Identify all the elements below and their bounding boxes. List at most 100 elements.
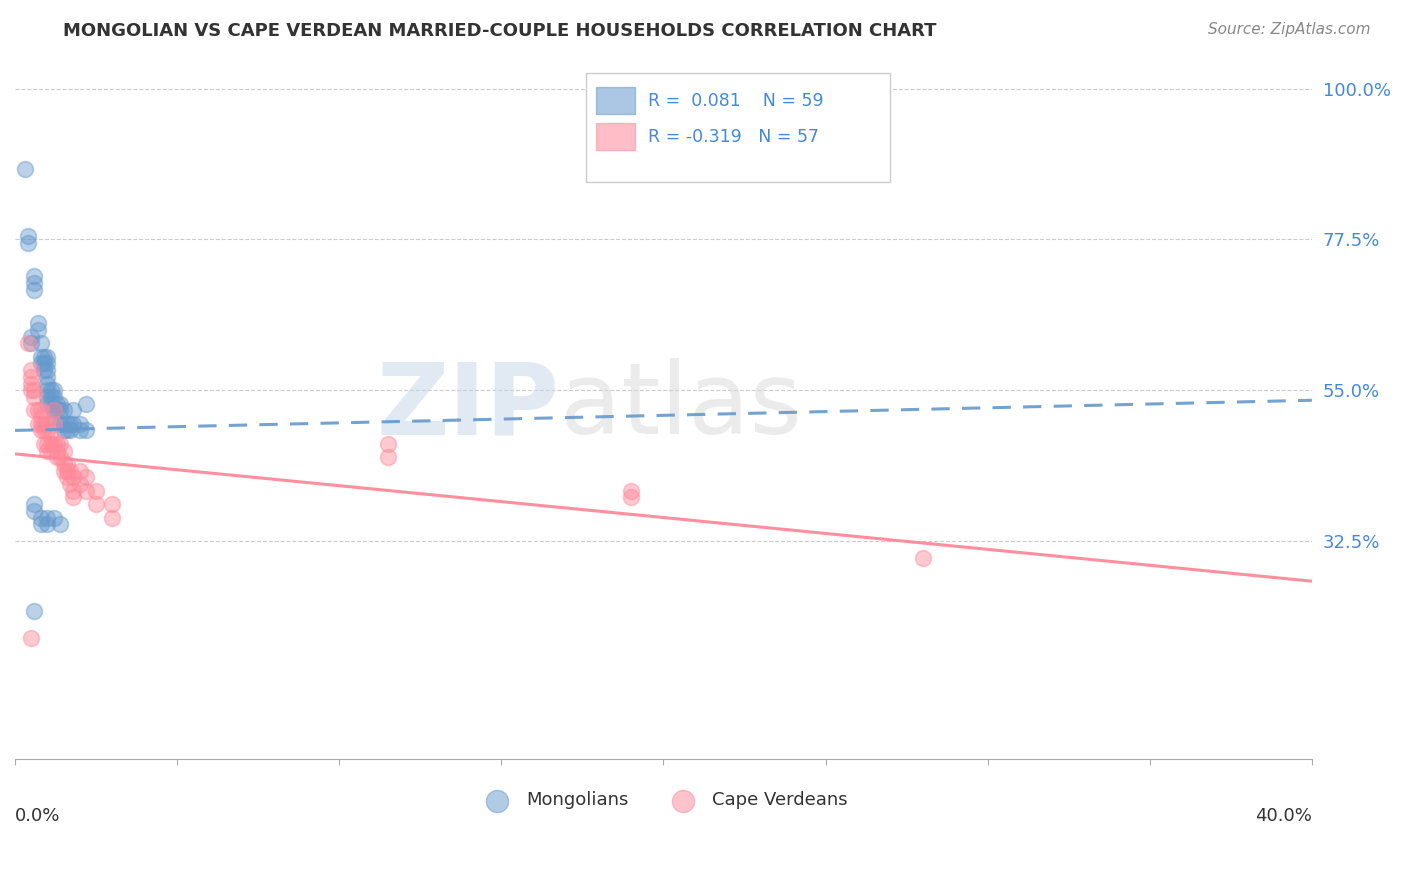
Point (39, 437, 62, 451)
Point (37, 510, 59, 524)
Point (37, 424, 59, 438)
Point (69, 464, 91, 478)
Point (20, 631, 42, 645)
Point (84, 483, 107, 498)
Point (17, 235, 39, 250)
Point (37, 517, 59, 532)
Point (101, 510, 124, 524)
Point (24, 497, 46, 511)
Point (49, 437, 72, 451)
Point (24, 604, 46, 618)
Point (75, 483, 97, 498)
Point (52, 457, 75, 471)
Point (27, 403, 49, 417)
Text: MONGOLIAN VS CAPE VERDEAN MARRIED-COUPLE HOUSEHOLDS CORRELATION CHART: MONGOLIAN VS CAPE VERDEAN MARRIED-COUPLE… (63, 22, 936, 40)
Point (24, 390, 46, 404)
Point (62, 483, 84, 498)
Point (37, 363, 59, 377)
Point (30, 409, 52, 424)
Point (52, 464, 75, 478)
Point (59, 417, 82, 431)
Point (32, 437, 55, 451)
Point (27, 323, 49, 337)
Point (32, 356, 55, 370)
Point (24, 283, 46, 297)
Point (84, 497, 107, 511)
Point (42, 409, 65, 424)
Text: ZIP: ZIP (377, 359, 560, 456)
Point (37, 383, 59, 397)
Point (69, 424, 91, 438)
Point (39, 396, 62, 410)
FancyBboxPatch shape (586, 73, 890, 182)
Point (42, 390, 65, 404)
Point (377, 450, 399, 465)
Point (377, 437, 399, 451)
Point (27, 316, 49, 330)
Point (24, 383, 46, 397)
Point (17, 229, 39, 244)
Point (37, 443, 59, 458)
Text: 0.0%: 0.0% (15, 806, 60, 824)
Point (37, 417, 59, 431)
Point (46, 437, 69, 451)
Point (49, 517, 72, 532)
Point (42, 437, 65, 451)
Point (59, 424, 82, 438)
Point (37, 437, 59, 451)
Point (27, 417, 49, 431)
Point (62, 403, 84, 417)
Point (46, 443, 69, 458)
Point (46, 450, 69, 465)
Point (42, 510, 65, 524)
Point (39, 430, 62, 444)
Point (69, 477, 91, 491)
Point (30, 424, 52, 438)
Point (56, 464, 79, 478)
Point (49, 450, 72, 465)
Point (69, 417, 91, 431)
Point (30, 336, 52, 351)
Point (37, 356, 59, 370)
Text: R =  0.081    N = 59: R = 0.081 N = 59 (648, 92, 824, 110)
Point (37, 390, 59, 404)
Point (101, 497, 124, 511)
Point (24, 276, 46, 290)
Point (59, 477, 82, 491)
Point (20, 329, 42, 343)
Point (32, 363, 55, 377)
Point (56, 424, 79, 438)
Point (30, 350, 52, 364)
Point (37, 369, 59, 384)
Point (17, 336, 39, 351)
Point (20, 369, 42, 384)
Text: Source: ZipAtlas.com: Source: ZipAtlas.com (1208, 22, 1371, 37)
Text: atlas: atlas (560, 359, 801, 456)
Point (75, 470, 97, 484)
Point (20, 383, 42, 397)
Point (20, 363, 42, 377)
Point (49, 403, 72, 417)
Point (39, 383, 62, 397)
Point (620, 491, 643, 505)
Bar (596, 87, 636, 113)
Point (20, 336, 42, 351)
Point (30, 510, 52, 524)
Point (42, 403, 65, 417)
Point (52, 443, 75, 458)
Point (14, 162, 37, 177)
Text: 40.0%: 40.0% (1256, 806, 1312, 824)
Point (49, 396, 72, 410)
Point (52, 417, 75, 431)
Point (30, 417, 52, 431)
Point (39, 390, 62, 404)
Point (75, 424, 97, 438)
Point (20, 376, 42, 391)
Point (62, 491, 84, 505)
Point (32, 417, 55, 431)
Point (30, 403, 52, 417)
Point (911, 550, 934, 565)
Point (56, 417, 79, 431)
Point (75, 396, 97, 410)
Bar (596, 123, 636, 150)
